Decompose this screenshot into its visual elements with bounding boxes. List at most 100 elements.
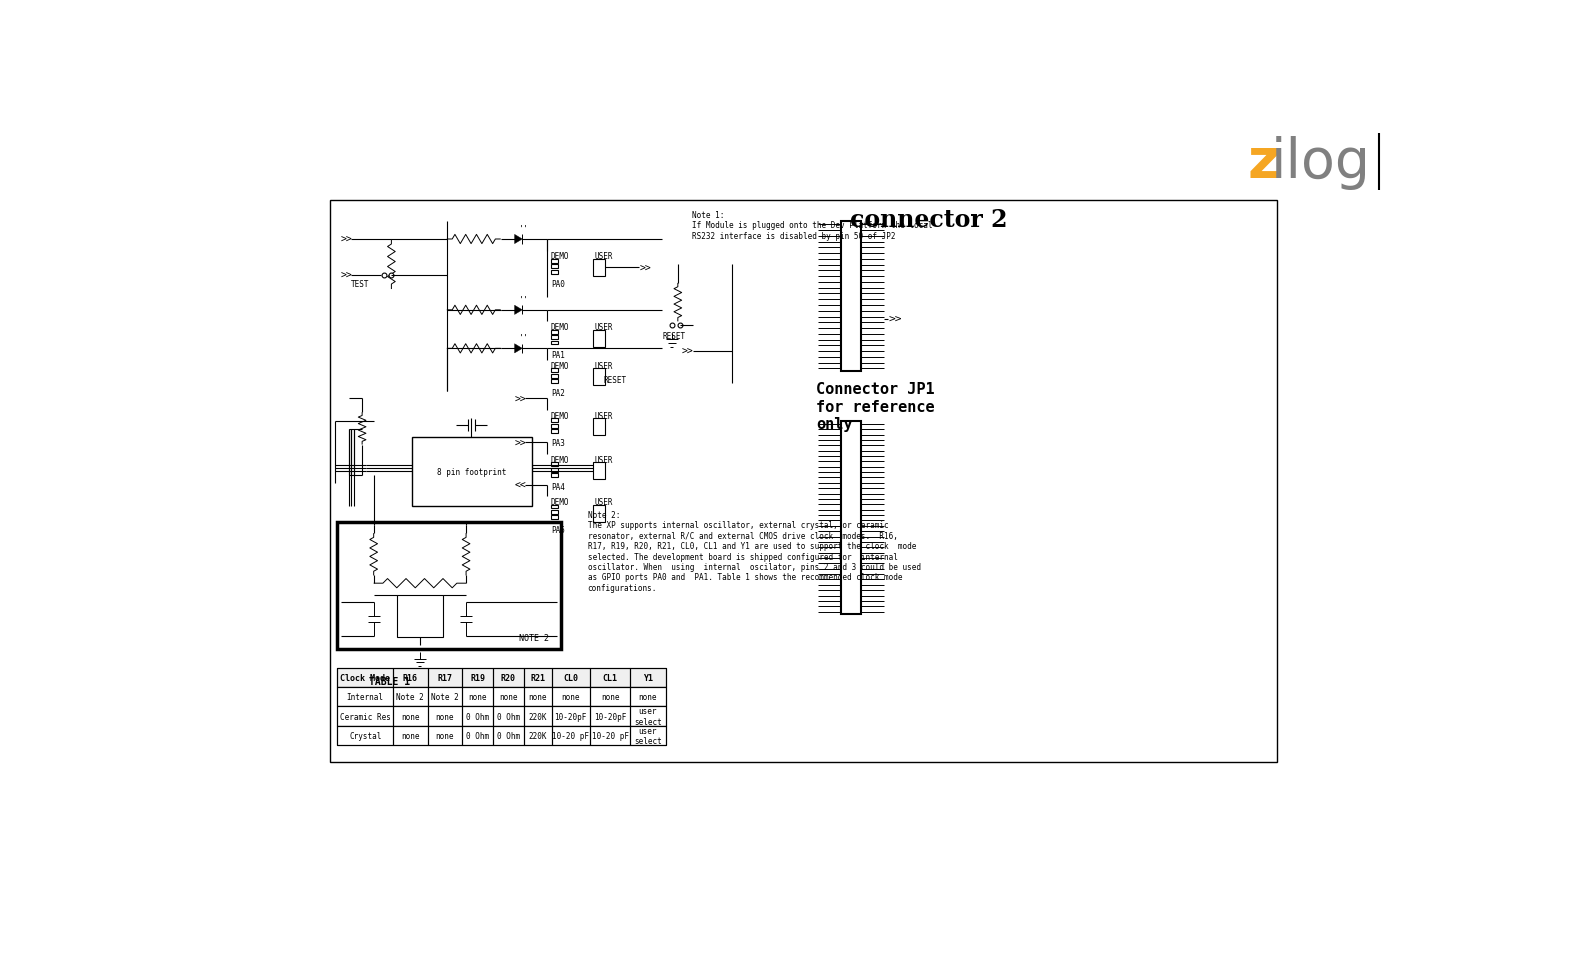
Text: DEMO: DEMO — [550, 323, 569, 332]
Text: R19: R19 — [470, 674, 486, 682]
Bar — [494, 668, 523, 687]
Bar — [393, 687, 428, 706]
Text: none: none — [435, 712, 454, 720]
Text: none: none — [601, 693, 619, 701]
Bar — [841, 222, 861, 372]
Text: Note 2: Note 2 — [431, 693, 459, 701]
Text: >>: >> — [514, 437, 527, 448]
Bar — [593, 419, 605, 436]
Bar — [841, 422, 861, 615]
Bar — [393, 726, 428, 745]
Bar — [338, 706, 665, 726]
Bar — [462, 726, 494, 745]
Bar — [338, 668, 393, 687]
Text: >>: >> — [888, 314, 901, 325]
Text: CL1: CL1 — [602, 674, 618, 682]
Text: RESET: RESET — [662, 332, 685, 340]
Text: USER: USER — [594, 252, 613, 261]
Text: 8 pin footprint: 8 pin footprint — [437, 468, 506, 476]
Text: USER: USER — [594, 497, 613, 506]
Bar — [630, 668, 665, 687]
Bar — [630, 687, 665, 706]
Bar — [338, 726, 665, 745]
Text: user
select: user select — [634, 706, 662, 726]
Bar — [338, 687, 393, 706]
Text: TABLE 1: TABLE 1 — [368, 676, 410, 686]
Text: none: none — [468, 693, 487, 701]
Bar — [550, 271, 558, 274]
Bar — [338, 687, 665, 706]
Bar — [338, 706, 393, 726]
Text: Crystal: Crystal — [349, 731, 382, 740]
Bar — [630, 706, 665, 726]
Text: 10-20pF: 10-20pF — [594, 712, 626, 720]
Bar — [330, 200, 1276, 762]
Text: >>: >> — [341, 271, 352, 281]
Bar — [550, 424, 558, 428]
Bar — [550, 430, 558, 434]
Text: PA5: PA5 — [550, 525, 564, 534]
Text: USER: USER — [594, 412, 613, 420]
Bar — [550, 474, 558, 477]
Polygon shape — [514, 306, 522, 315]
Bar — [590, 668, 630, 687]
Text: '': '' — [519, 295, 530, 304]
Text: none: none — [435, 731, 454, 740]
Text: TEST: TEST — [351, 280, 369, 289]
Bar — [550, 463, 558, 467]
Text: Connector JP1
for reference
only: Connector JP1 for reference only — [816, 382, 935, 432]
Bar — [523, 668, 552, 687]
Bar — [550, 375, 558, 378]
Text: none: none — [401, 731, 420, 740]
Text: DEMO: DEMO — [550, 252, 569, 261]
Bar — [462, 687, 494, 706]
Text: user
select: user select — [634, 726, 662, 745]
Text: 220K: 220K — [528, 712, 547, 720]
Text: USER: USER — [594, 456, 613, 464]
Text: Internal: Internal — [347, 693, 384, 701]
Bar — [590, 706, 630, 726]
Text: NOTE 2: NOTE 2 — [519, 634, 549, 642]
Bar — [428, 668, 462, 687]
Bar — [494, 687, 523, 706]
Bar — [550, 505, 558, 509]
Bar — [593, 260, 605, 276]
Text: none: none — [561, 693, 580, 701]
Bar — [550, 516, 558, 519]
Bar — [462, 706, 494, 726]
Text: >>: >> — [514, 394, 527, 404]
Text: DEMO: DEMO — [550, 412, 569, 420]
Text: z: z — [1248, 136, 1280, 190]
Text: Clock Mode: Clock Mode — [340, 674, 390, 682]
Text: >>: >> — [341, 234, 352, 245]
Bar — [552, 726, 590, 745]
Text: 0 Ohm: 0 Ohm — [465, 731, 489, 740]
Text: DEMO: DEMO — [550, 456, 569, 464]
Bar — [550, 419, 558, 423]
Text: CL0: CL0 — [563, 674, 578, 682]
Text: 220K: 220K — [528, 731, 547, 740]
Text: none: none — [401, 712, 420, 720]
Text: DEMO: DEMO — [550, 361, 569, 371]
Bar — [523, 726, 552, 745]
Text: PA4: PA4 — [550, 483, 564, 492]
Text: Note 2: Note 2 — [396, 693, 424, 701]
Bar — [428, 706, 462, 726]
Text: 10-20 pF: 10-20 pF — [552, 731, 590, 740]
Bar — [550, 369, 558, 373]
Text: '': '' — [519, 225, 530, 233]
Bar — [550, 335, 558, 339]
Bar — [552, 668, 590, 687]
Text: Note 1:
If Module is plugged onto the Dev Platform the local
RS232 interface is : Note 1: If Module is plugged onto the De… — [692, 211, 932, 240]
Bar — [550, 260, 558, 264]
Bar — [494, 706, 523, 726]
Text: none: none — [638, 693, 657, 701]
Bar — [412, 437, 531, 507]
Text: USER: USER — [594, 323, 613, 332]
Text: 0 Ohm: 0 Ohm — [465, 712, 489, 720]
Text: R21: R21 — [530, 674, 545, 682]
Text: DEMO: DEMO — [550, 497, 569, 506]
Bar — [523, 706, 552, 726]
Text: RESET: RESET — [604, 375, 626, 385]
Polygon shape — [514, 344, 522, 354]
